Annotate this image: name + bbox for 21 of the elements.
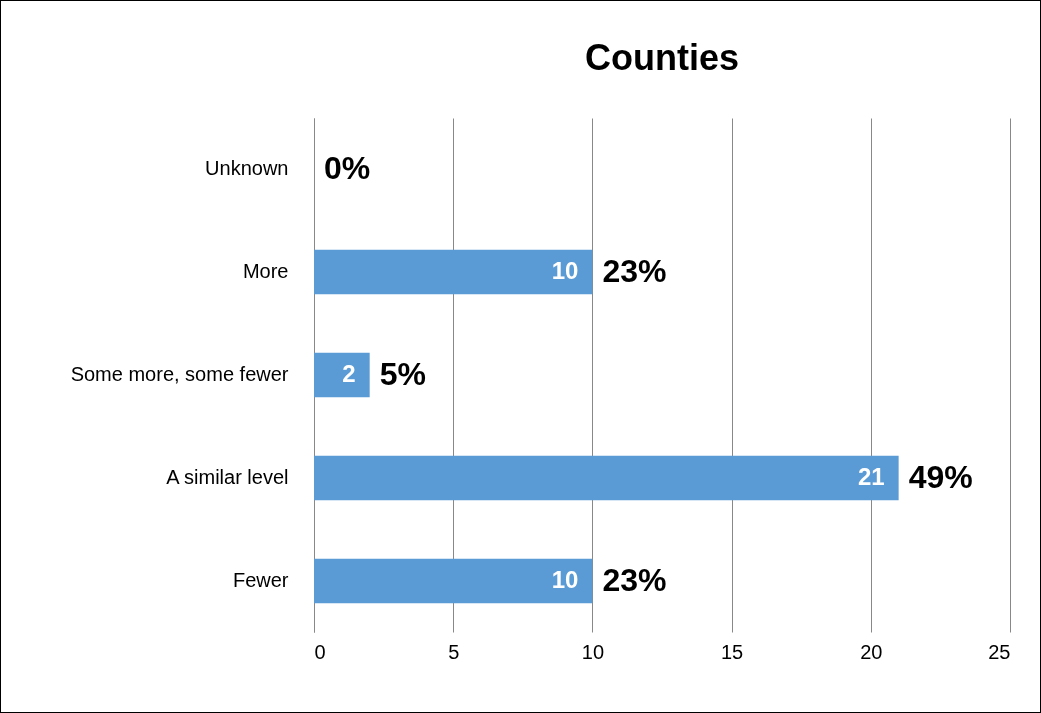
data-label: 10 — [551, 566, 579, 594]
x-tick-label: 25 — [988, 640, 1011, 663]
y-tick-label: Fewer — [232, 569, 289, 592]
y-tick-label: Unknown — [205, 156, 289, 179]
x-tick-label: 10 — [581, 640, 605, 663]
y-tick-label: Some more, some fewer — [70, 363, 289, 385]
annotation: 49% — [908, 459, 973, 496]
x-tick-label: 0 — [314, 640, 326, 663]
annotation: 5% — [379, 356, 426, 392]
annotation: 23% — [602, 562, 667, 599]
data-label: 2 — [342, 360, 356, 387]
annotation: 0% — [324, 149, 371, 186]
chart-title: Counties — [584, 37, 740, 78]
x-tick-label: 5 — [448, 640, 460, 663]
x-tick-label: 20 — [860, 640, 883, 663]
data-label: 21 — [857, 463, 885, 491]
y-tick-label: More — [242, 259, 289, 282]
annotation: 23% — [602, 252, 667, 289]
y-tick-label: A similar level — [166, 466, 289, 489]
data-label: 10 — [551, 256, 579, 284]
x-tick-label: 15 — [720, 640, 744, 663]
